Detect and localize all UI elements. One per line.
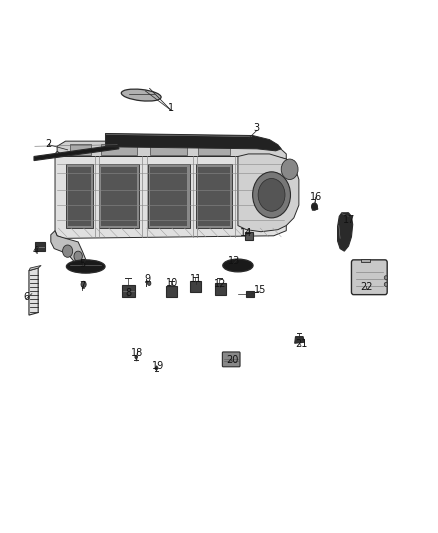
Polygon shape xyxy=(245,232,254,240)
Text: 9: 9 xyxy=(145,274,151,284)
Polygon shape xyxy=(150,144,187,155)
Polygon shape xyxy=(295,337,304,343)
Polygon shape xyxy=(101,144,137,155)
Text: 15: 15 xyxy=(254,285,266,295)
Polygon shape xyxy=(106,133,281,151)
Text: 6: 6 xyxy=(23,292,29,302)
Polygon shape xyxy=(66,164,93,228)
Text: 18: 18 xyxy=(131,349,143,359)
Polygon shape xyxy=(361,260,371,262)
Bar xyxy=(122,285,135,297)
Ellipse shape xyxy=(121,89,161,101)
Polygon shape xyxy=(338,213,353,251)
Text: 7: 7 xyxy=(79,281,85,291)
Circle shape xyxy=(253,172,290,218)
Ellipse shape xyxy=(67,260,105,273)
Circle shape xyxy=(81,281,86,287)
Circle shape xyxy=(281,159,298,180)
Text: 10: 10 xyxy=(166,278,178,288)
Ellipse shape xyxy=(223,259,253,272)
FancyBboxPatch shape xyxy=(223,352,240,367)
Polygon shape xyxy=(99,164,139,228)
Circle shape xyxy=(155,367,158,370)
Polygon shape xyxy=(198,167,230,225)
Polygon shape xyxy=(29,265,41,271)
Circle shape xyxy=(74,251,82,261)
Polygon shape xyxy=(57,141,286,159)
Polygon shape xyxy=(35,242,45,251)
FancyBboxPatch shape xyxy=(351,260,387,295)
Text: 21: 21 xyxy=(295,340,307,349)
Polygon shape xyxy=(238,154,299,232)
Polygon shape xyxy=(150,167,187,225)
Text: 11: 11 xyxy=(190,274,202,284)
Text: 20: 20 xyxy=(226,354,239,365)
Polygon shape xyxy=(312,204,318,210)
Circle shape xyxy=(384,282,388,286)
Text: 2: 2 xyxy=(46,139,52,149)
Polygon shape xyxy=(51,231,87,266)
Circle shape xyxy=(148,281,151,286)
Polygon shape xyxy=(101,167,137,225)
Polygon shape xyxy=(198,144,230,155)
Text: 8: 8 xyxy=(126,288,132,298)
Polygon shape xyxy=(196,164,232,228)
Polygon shape xyxy=(55,151,286,238)
Circle shape xyxy=(258,179,285,211)
Text: 1: 1 xyxy=(168,103,174,113)
Text: 4: 4 xyxy=(33,246,39,256)
Text: 12: 12 xyxy=(214,279,226,289)
Polygon shape xyxy=(148,164,190,228)
Text: 17: 17 xyxy=(343,215,356,225)
Circle shape xyxy=(311,203,318,210)
Text: 13: 13 xyxy=(228,256,240,266)
Text: 19: 19 xyxy=(152,361,164,372)
Circle shape xyxy=(135,356,138,359)
Text: 5: 5 xyxy=(79,259,85,269)
Text: 14: 14 xyxy=(240,228,252,238)
Text: 22: 22 xyxy=(360,282,372,292)
Bar xyxy=(166,286,177,297)
Polygon shape xyxy=(29,268,38,315)
Polygon shape xyxy=(67,167,91,225)
Text: 16: 16 xyxy=(310,192,322,203)
Circle shape xyxy=(384,276,388,280)
Bar xyxy=(191,281,201,292)
Text: 3: 3 xyxy=(254,123,260,133)
Polygon shape xyxy=(70,144,91,155)
Polygon shape xyxy=(34,145,119,160)
Bar xyxy=(215,284,226,295)
Circle shape xyxy=(63,245,73,257)
Polygon shape xyxy=(246,290,254,297)
